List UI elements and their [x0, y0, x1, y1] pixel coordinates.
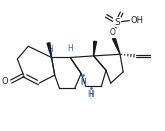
Text: Ḥ: Ḥ [88, 90, 93, 99]
Text: H: H [88, 90, 94, 99]
Text: S: S [114, 18, 120, 27]
Text: O: O [110, 28, 116, 37]
Polygon shape [94, 41, 97, 56]
Text: O: O [1, 77, 8, 86]
Text: Ḥ: Ḥ [80, 78, 86, 86]
Text: H: H [80, 78, 86, 86]
Text: H: H [67, 45, 73, 53]
Text: OH: OH [131, 16, 144, 25]
Text: H: H [47, 45, 53, 54]
Polygon shape [47, 43, 52, 58]
Polygon shape [113, 38, 120, 54]
